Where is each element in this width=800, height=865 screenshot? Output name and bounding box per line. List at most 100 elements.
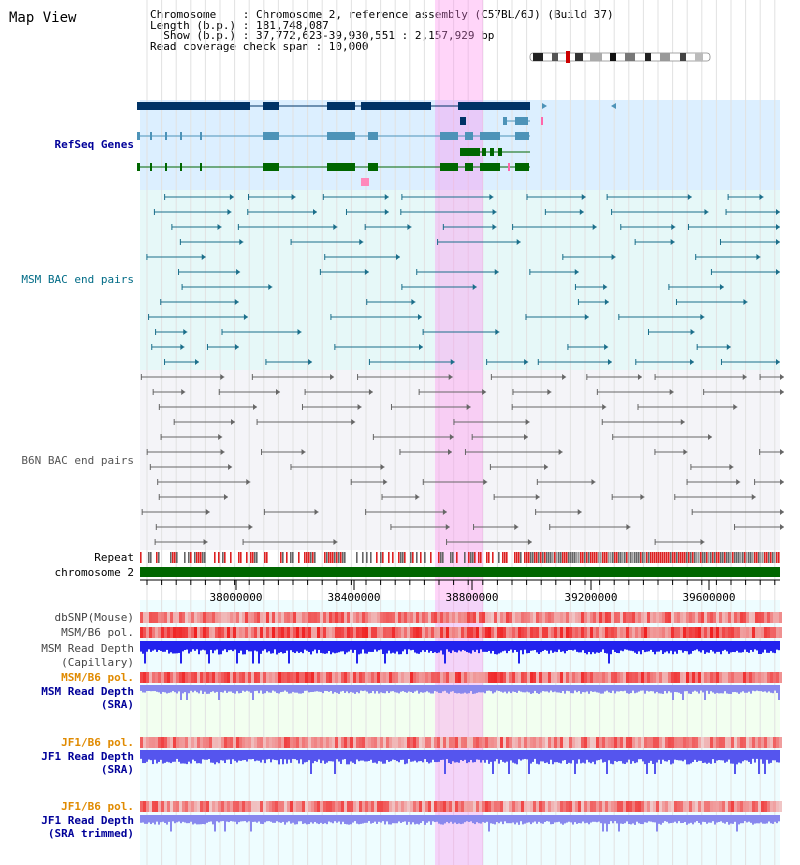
depth-bar	[692, 641, 694, 652]
msm-b6-pol-label: MSM/B6 pol.	[61, 626, 134, 639]
repeat-block	[736, 552, 738, 563]
depth-bar	[722, 685, 724, 694]
repeat-block	[172, 552, 174, 563]
depth-bar	[442, 750, 444, 760]
depth-bar	[384, 815, 386, 825]
depth-bar	[458, 685, 460, 694]
depth-bar	[460, 685, 462, 694]
depth-bar	[610, 815, 612, 822]
chromosome-ideogram[interactable]	[529, 51, 711, 63]
depth-bar	[658, 815, 660, 824]
heat-cell	[593, 737, 596, 748]
depth-bar	[620, 685, 622, 691]
heat-cell	[482, 737, 485, 748]
gene-arrow	[542, 103, 547, 109]
repeat-block	[540, 552, 542, 563]
heat-cell	[296, 627, 299, 638]
depth-bar	[270, 815, 272, 822]
depth-bar	[566, 750, 568, 764]
heat-cell	[737, 612, 740, 623]
heat-cell	[251, 801, 254, 812]
heat-cell	[236, 612, 239, 623]
heat-cell	[509, 612, 512, 623]
depth-bar	[438, 685, 440, 693]
depth-bar	[212, 750, 214, 763]
depth-bar	[284, 641, 286, 654]
depth-bar	[376, 641, 378, 652]
heat-cell	[434, 672, 437, 683]
depth-bar	[318, 641, 320, 650]
depth-bar	[432, 641, 434, 654]
depth-bar	[648, 815, 650, 822]
heat-cell	[701, 627, 704, 638]
heat-cell	[779, 672, 782, 683]
depth-bar	[366, 685, 368, 692]
depth-bar	[650, 815, 652, 822]
heat-cell	[260, 627, 263, 638]
depth-bar	[398, 641, 400, 655]
depth-bar	[430, 750, 432, 763]
depth-bar	[588, 641, 590, 652]
b6n-bac-pair-arrow	[742, 374, 747, 380]
heat-cell	[143, 801, 146, 812]
heat-cell	[545, 801, 548, 812]
depth-bar	[346, 685, 348, 692]
heat-cell	[263, 672, 266, 683]
depth-bar	[452, 750, 454, 762]
depth-bar	[292, 641, 294, 653]
depth-bar	[774, 815, 776, 822]
b6n-bac-pair-arrow	[223, 494, 228, 500]
depth-bar	[528, 685, 530, 693]
depth-bar	[752, 685, 754, 691]
repeat-block	[596, 552, 598, 563]
depth-bar	[252, 641, 254, 664]
depth-bar	[396, 641, 398, 652]
repeat-block	[710, 552, 712, 563]
depth-bar	[674, 641, 676, 652]
heat-cell	[683, 627, 686, 638]
heat-cell	[533, 612, 536, 623]
depth-bar	[498, 685, 500, 692]
heat-cell	[203, 801, 206, 812]
depth-bar	[542, 750, 544, 762]
depth-bar	[462, 750, 464, 761]
msm-depth-sra-label: MSM Read Depth	[41, 685, 134, 698]
heat-cell	[344, 612, 347, 623]
heat-cell	[638, 612, 641, 623]
depth-bar	[588, 685, 590, 694]
heat-cell	[254, 612, 257, 623]
depth-bar	[562, 685, 564, 692]
heat-cell	[290, 612, 293, 623]
depth-bar	[326, 815, 328, 825]
depth-bar	[232, 685, 234, 693]
heat-cell	[530, 672, 533, 683]
depth-bar	[338, 641, 340, 653]
depth-bar	[484, 685, 486, 694]
depth-bar	[512, 815, 514, 823]
heat-cell	[719, 612, 722, 623]
heat-cell	[395, 672, 398, 683]
depth-bar	[368, 685, 370, 694]
depth-bar	[320, 815, 322, 823]
heat-cell	[458, 737, 461, 748]
depth-bar	[636, 685, 638, 693]
heat-cell	[707, 737, 710, 748]
depth-bar	[168, 750, 170, 763]
depth-bar	[604, 641, 606, 653]
depth-bar	[244, 750, 246, 760]
msm-bac-pair-arrow	[670, 239, 675, 245]
depth-bar	[210, 641, 212, 650]
depth-bar	[258, 641, 260, 664]
heat-cell	[230, 737, 233, 748]
depth-bar	[242, 815, 244, 822]
depth-bar	[630, 815, 632, 825]
heat-cell	[197, 672, 200, 683]
repeat-block	[702, 552, 704, 563]
msm-bac-pair-arrow	[359, 239, 364, 245]
heat-cell	[458, 627, 461, 638]
msm-bac-pair-arrow	[516, 239, 521, 245]
depth-bar	[644, 815, 646, 823]
depth-bar	[574, 750, 576, 774]
depth-bar	[594, 815, 596, 822]
